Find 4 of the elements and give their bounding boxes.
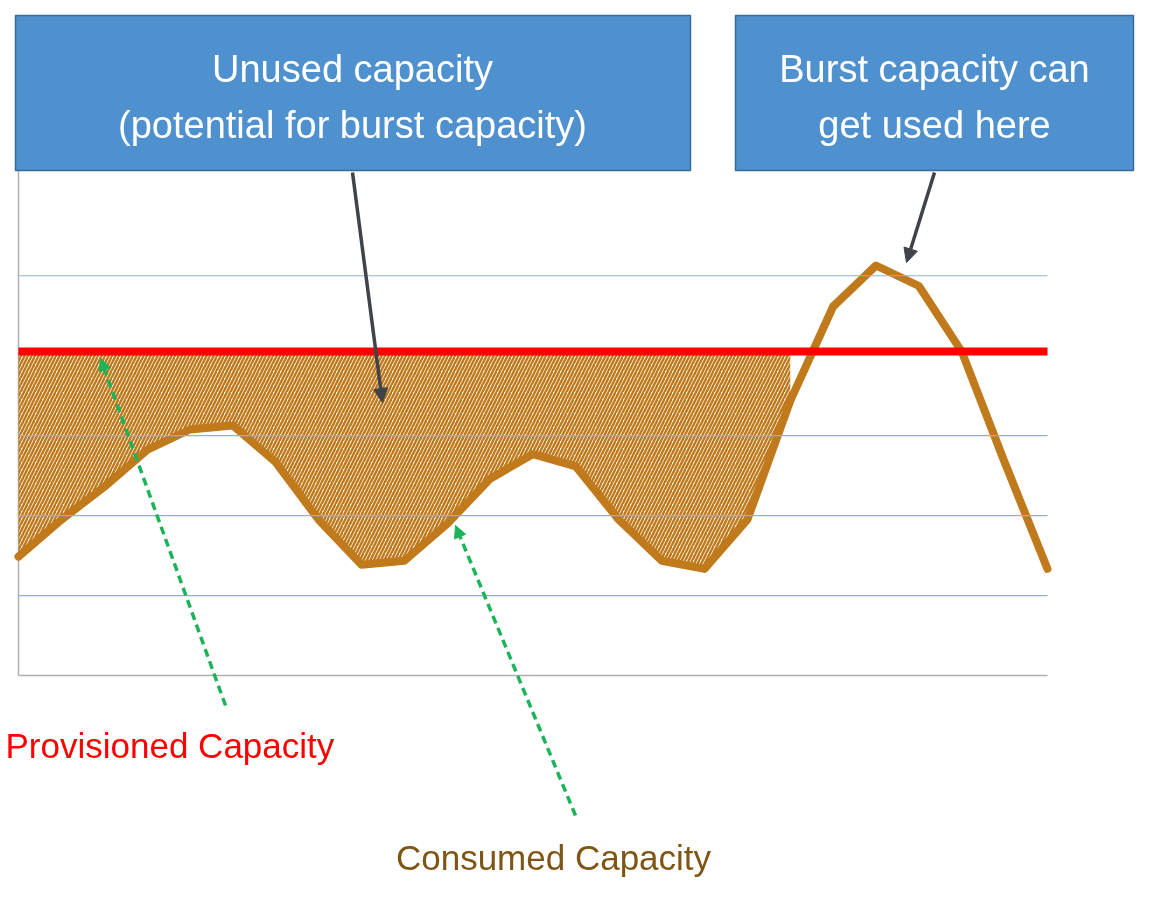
- text: Unused capacity (potential for burst capacity): [118, 47, 587, 146]
- text: Consumed Capacity: [395, 838, 712, 877]
- text: Burst capacity can get used here: [779, 47, 1090, 146]
- ref-line-label: Provisioned Capacity: [5, 726, 335, 765]
